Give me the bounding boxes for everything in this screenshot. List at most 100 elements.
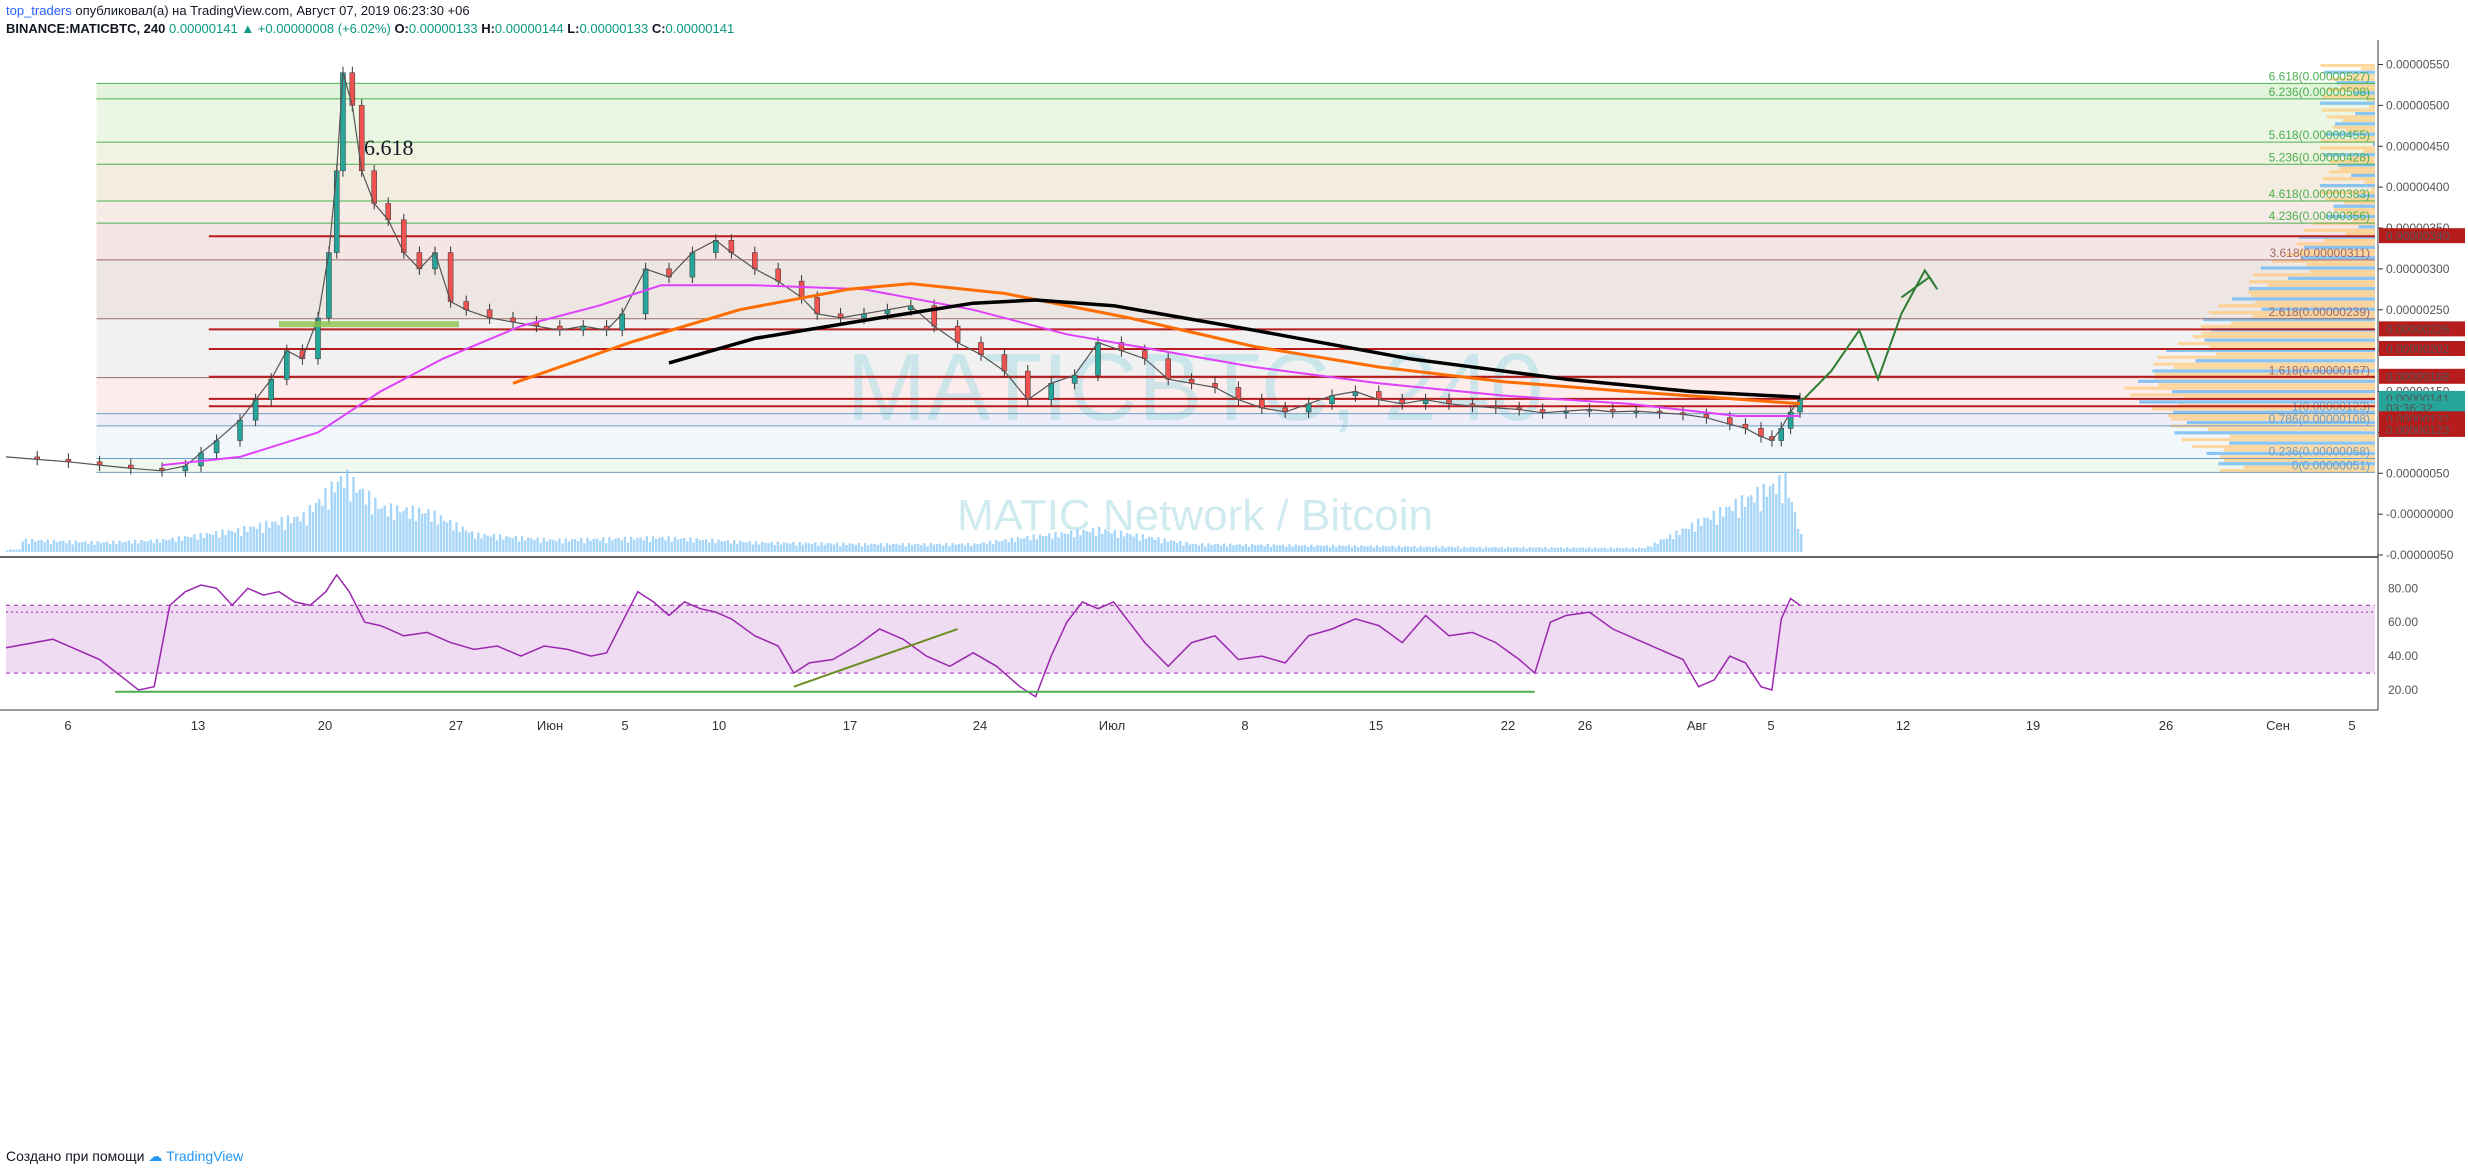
volume-bar: [798, 541, 801, 552]
volume-profile-bar: [2301, 256, 2375, 260]
volume-bar: [240, 535, 243, 552]
volume-profile-bar: [2248, 287, 2375, 291]
volume-bar: [1715, 524, 1719, 552]
volume-profile-bar: [2355, 111, 2375, 116]
volume-bar: [1516, 547, 1519, 552]
volume-profile-bar: [2251, 293, 2375, 298]
volume-bar: [152, 542, 156, 552]
volume-bar: [1319, 545, 1322, 552]
volume-bar: [143, 541, 146, 552]
volume-bar: [870, 543, 873, 552]
volume-bar: [1550, 547, 1553, 552]
volume-bar: [573, 539, 577, 552]
candle-body: [340, 72, 346, 172]
volume-bar: [1778, 474, 1781, 552]
author-link[interactable]: top_traders: [6, 3, 72, 18]
volume-bar: [1678, 535, 1681, 552]
volume-bar: [1016, 537, 1020, 552]
price-lines: [5, 66, 1939, 477]
time-tick-label: 22: [1501, 718, 1515, 733]
volume-bar: [673, 536, 677, 552]
volume-bar: [957, 544, 960, 552]
volume-bar: [1032, 534, 1035, 552]
volume-profile-bar: [2322, 177, 2375, 181]
volume-bar: [1771, 483, 1775, 552]
volume-bar: [1547, 548, 1550, 552]
volume-bar: [1775, 494, 1778, 552]
volume-bar: [211, 534, 215, 552]
volume-profile-bar: [2332, 125, 2375, 129]
volume-profile-bar: [2272, 259, 2375, 263]
volume-bar: [1272, 544, 1276, 552]
fib-level-label: 6.236(0.00000508): [2269, 85, 2370, 99]
volume-bar: [230, 530, 234, 552]
volume-bar: [1537, 547, 1541, 552]
volume-bar: [1020, 538, 1023, 552]
footer-brand[interactable]: TradingView: [166, 1148, 244, 1164]
volume-bar: [474, 538, 477, 552]
price-tick-label: 0.00000500: [2386, 98, 2450, 112]
volume-bar: [405, 507, 408, 552]
volume-bar: [1219, 545, 1223, 552]
volume-bar: [654, 539, 658, 552]
volume-profile-bar: [2229, 434, 2375, 438]
volume-bar: [1307, 546, 1310, 552]
volume-profile-bar: [2342, 118, 2375, 123]
price-line: [5, 72, 1801, 472]
chart-canvas[interactable]: MATICBTC, 240 MATIC Network / Bitcoin 6.…: [0, 40, 2468, 1146]
volume-profile-bar: [2331, 77, 2375, 81]
volume-bar: [1453, 547, 1457, 552]
volume-bar: [1765, 496, 1769, 552]
volume-bar: [988, 540, 992, 552]
volume-bar: [748, 541, 751, 552]
volume-bar: [860, 546, 864, 552]
volume-bar: [1044, 535, 1048, 552]
volume-profile-bar: [2252, 314, 2375, 318]
volume-profile-bar: [2320, 146, 2375, 150]
time-tick-label: 27: [449, 718, 463, 733]
volume-bar: [642, 540, 645, 552]
volume-profile-bar: [2152, 369, 2375, 373]
volume-bar: [948, 546, 951, 552]
volume-bar: [1235, 544, 1238, 552]
volume-bar: [1026, 536, 1029, 552]
volume-bar: [873, 543, 876, 552]
volume-bar: [202, 537, 205, 552]
volume-bar: [1787, 497, 1790, 552]
volume-bar: [162, 539, 165, 552]
volume-bar: [954, 544, 957, 552]
volume-profile-bar: [2248, 290, 2375, 294]
volume-bar: [1653, 542, 1656, 552]
volume-bar: [324, 487, 327, 552]
volume-bar: [124, 541, 127, 552]
fib-level-label: 2.618(0.00000239): [2269, 305, 2370, 319]
volume-bar: [1634, 548, 1638, 552]
volume-bar: [261, 532, 265, 552]
volume-bar: [951, 543, 954, 552]
volume-bar: [80, 541, 84, 552]
volume-bar: [1647, 545, 1650, 552]
volume-bar: [1759, 511, 1762, 552]
volume-bar: [502, 539, 505, 552]
volume-bar: [973, 543, 976, 552]
volume-bar: [199, 532, 202, 552]
volume-bar: [102, 542, 106, 552]
volume-bar: [1250, 543, 1254, 552]
volume-bar: [417, 507, 421, 552]
volume-bar: [913, 543, 917, 552]
volume-bar: [832, 544, 836, 552]
volume-bar: [1257, 544, 1260, 552]
volume-bar: [1182, 545, 1185, 552]
volume-bar: [1101, 533, 1104, 552]
volume-bar: [1509, 547, 1513, 552]
fib-level-label: 6.618(0.00000527): [2269, 69, 2370, 83]
volume-bar: [1200, 543, 1204, 552]
volume-bar: [1731, 511, 1734, 552]
volume-bar: [1350, 547, 1354, 552]
time-tick-label: 24: [973, 718, 987, 733]
volume-bar: [1525, 548, 1528, 552]
volume-bar: [1790, 501, 1794, 552]
volume-profile-bar: [2344, 211, 2375, 215]
volume-bar: [252, 526, 255, 552]
fib-level-label: 5.236(0.00000428): [2269, 150, 2370, 164]
